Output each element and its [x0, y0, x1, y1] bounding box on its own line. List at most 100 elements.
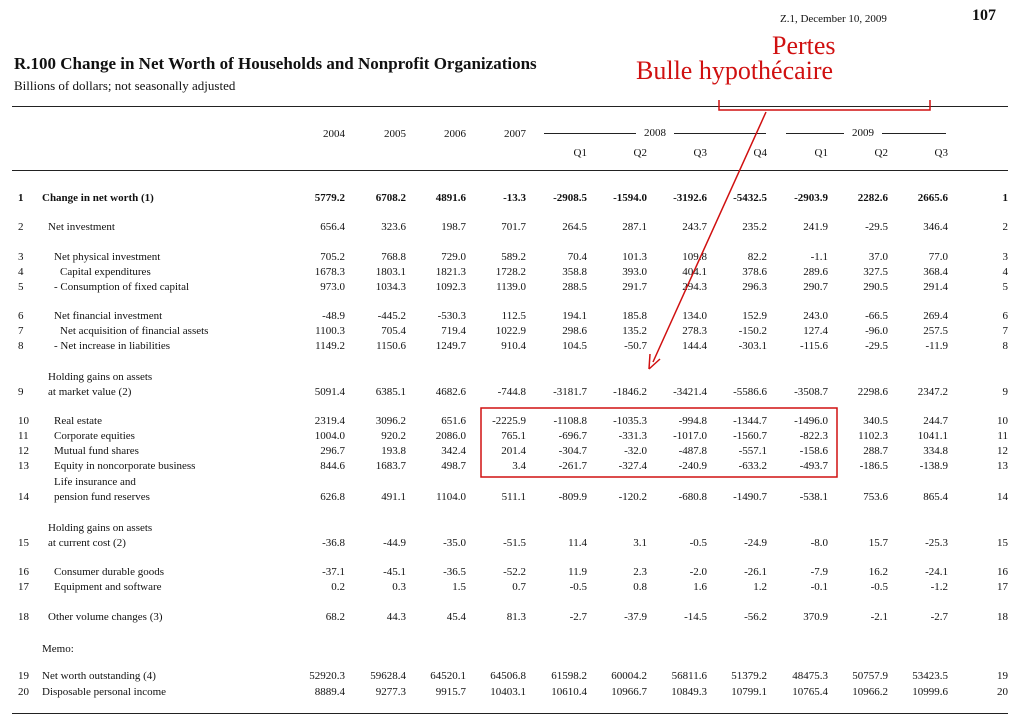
table-cell: -115.6 [799, 340, 828, 352]
table-cell: 37.0 [868, 251, 888, 263]
table-subtitle: Billions of dollars; not seasonally adju… [14, 78, 236, 93]
table-cell: -5432.5 [733, 192, 767, 204]
table-cell: 6708.2 [375, 192, 406, 204]
table-cell: 193.8 [381, 445, 406, 457]
table-cell: -0.5 [870, 581, 888, 593]
table-cell: 70.4 [567, 251, 587, 263]
table-title: R.100 Change in Net Worth of Households … [14, 54, 537, 73]
table-cell: 910.4 [501, 340, 526, 352]
column-header-year: 2005 [384, 128, 406, 140]
table-cell: 729.0 [441, 251, 466, 263]
table-cell: -487.8 [678, 445, 707, 457]
row-number-right: 7 [1002, 325, 1009, 337]
column-header-quarter: Q3 [693, 147, 707, 159]
table-cell: 358.8 [562, 266, 587, 278]
table-cell: -2903.9 [794, 192, 828, 204]
table-cell: 135.2 [622, 325, 647, 337]
table-cell: 81.3 [506, 611, 526, 623]
table-cell: 1004.0 [314, 430, 345, 442]
table-cell: 340.5 [863, 415, 888, 427]
table-cell: 64520.1 [430, 670, 466, 682]
table-cell: -0.5 [689, 537, 707, 549]
row-label: Disposable personal income [42, 686, 167, 698]
row-number: 8 [18, 340, 24, 352]
table-cell: 296.7 [320, 445, 345, 457]
table-cell: 865.4 [923, 491, 948, 503]
table-cell: -2.7 [930, 611, 948, 623]
table-cell: 264.5 [562, 221, 587, 233]
column-group-2009: 2009 [852, 127, 874, 139]
table-cell: 1821.3 [435, 266, 466, 278]
row-number: 14 [18, 491, 29, 503]
table-cell: 2347.2 [917, 386, 948, 398]
row-label: Capital expenditures [60, 266, 151, 278]
table-cell: 298.6 [562, 325, 587, 337]
row-number: 16 [18, 566, 29, 578]
table-cell: 101.3 [622, 251, 647, 263]
table-cell: -696.7 [558, 430, 587, 442]
table-cell: -994.8 [678, 415, 707, 427]
table-cell: 291.7 [622, 281, 647, 293]
table-cell: -29.5 [865, 340, 888, 352]
table-cell: -138.9 [919, 460, 948, 472]
column-header-quarter: Q2 [633, 147, 647, 159]
row-number-right: 14 [997, 491, 1008, 503]
table-cell: -3508.7 [794, 386, 828, 398]
table-cell: -96.0 [865, 325, 888, 337]
row-number: 18 [18, 611, 29, 623]
table-cell: -680.8 [678, 491, 707, 503]
table-cell: -3192.6 [673, 192, 707, 204]
table-cell: 61598.2 [551, 670, 587, 682]
table-cell: -7.9 [810, 566, 828, 578]
table-cell: 5091.4 [314, 386, 345, 398]
table-cell: -1.2 [930, 581, 948, 593]
row-number-right: 5 [1002, 281, 1009, 293]
row-label: Consumer durable goods [54, 566, 164, 578]
table-cell: -32.0 [624, 445, 647, 457]
highlight-box [480, 407, 838, 478]
table-cell: 973.0 [320, 281, 345, 293]
table-cell: 1.5 [452, 581, 466, 593]
table-cell: -1496.0 [794, 415, 828, 427]
table-cell: 288.5 [562, 281, 587, 293]
header-rule [12, 170, 1008, 171]
table-cell: 705.4 [381, 325, 406, 337]
row-label: Net investment [48, 221, 115, 233]
table-cell: 1.2 [753, 581, 767, 593]
table-cell: 10610.4 [551, 686, 587, 698]
table-cell: -809.9 [558, 491, 587, 503]
table-cell: 920.2 [381, 430, 406, 442]
table-cell: 194.1 [562, 310, 587, 322]
row-number-right: 15 [997, 537, 1008, 549]
row-number-right: 10 [997, 415, 1008, 427]
table-cell: 45.4 [446, 611, 466, 623]
table-cell: 2086.0 [435, 430, 466, 442]
table-cell: -37.9 [624, 611, 647, 623]
row-label: Equity in noncorporate business [54, 460, 196, 472]
column-header-quarter: Q4 [753, 147, 767, 159]
table-cell: 2319.4 [314, 415, 345, 427]
table-cell: 1034.3 [375, 281, 406, 293]
table-cell: -35.0 [443, 537, 466, 549]
table-cell: 719.4 [441, 325, 466, 337]
table-cell: -24.9 [744, 537, 767, 549]
memo-label: Memo: [42, 643, 74, 655]
table-cell: 290.7 [803, 281, 828, 293]
row-number: 17 [18, 581, 29, 593]
row-number: 2 [18, 221, 24, 233]
table-cell: -13.3 [503, 192, 526, 204]
row-number-right: 3 [1002, 251, 1009, 263]
table-cell: -240.9 [678, 460, 707, 472]
table-cell: -48.9 [322, 310, 345, 322]
row-label: Equipment and software [54, 581, 162, 593]
annotation-arrow-head [648, 353, 661, 370]
table-cell: -2225.9 [492, 415, 526, 427]
table-cell: 491.1 [381, 491, 406, 503]
table-cell: -1017.0 [673, 430, 707, 442]
table-cell: -261.7 [558, 460, 587, 472]
row-label-line1: Holding gains on assets [48, 371, 153, 383]
table-cell: 651.6 [441, 415, 466, 427]
table-cell: 844.6 [320, 460, 345, 472]
table-cell: 3.1 [633, 537, 647, 549]
table-cell: -3181.7 [553, 386, 587, 398]
